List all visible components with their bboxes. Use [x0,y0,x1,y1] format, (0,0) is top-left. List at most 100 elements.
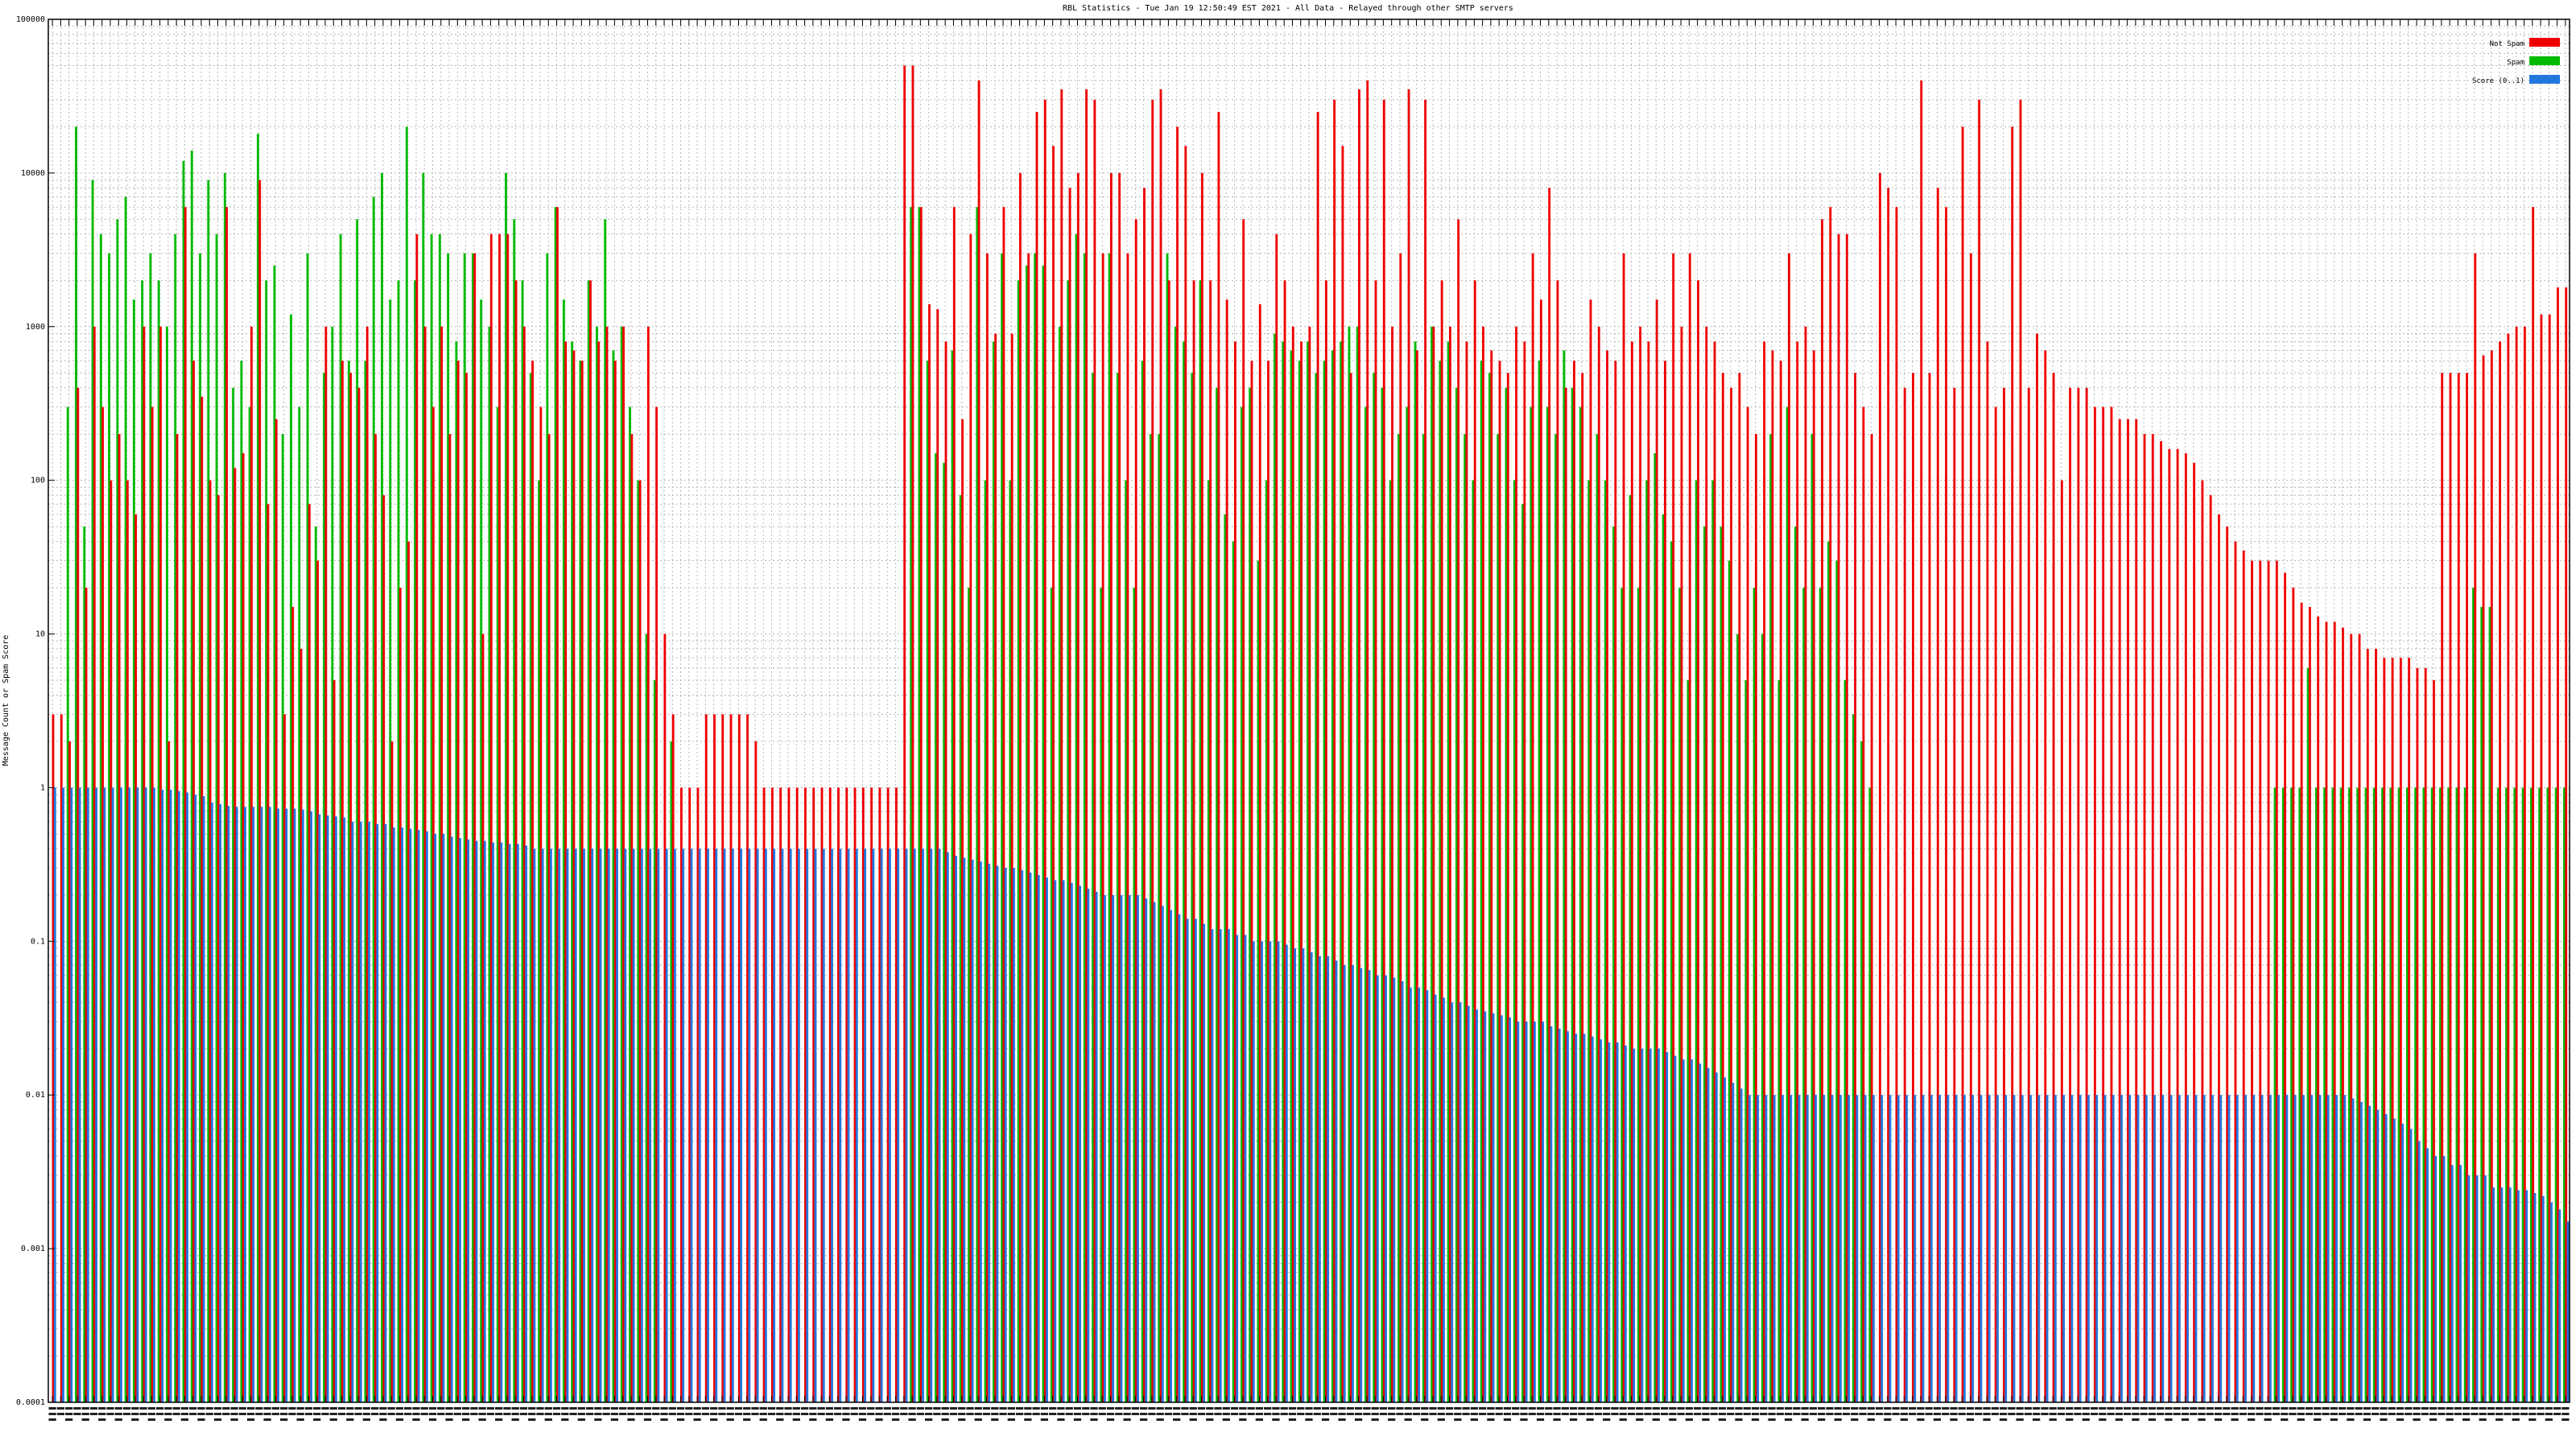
x-tick-label-mark [1743,1413,1751,1415]
x-tick-label-mark [1983,1418,1991,1421]
not-spam-bar [2201,480,2204,1402]
score-bar [186,792,188,1402]
x-tick-label-mark [1015,1413,1024,1415]
x-tick-label-mark [131,1418,139,1421]
score-bar [1112,894,1115,1402]
spam-bar [372,196,375,1402]
score-bar [2128,1095,2132,1402]
x-tick-label-mark [1569,1407,1578,1410]
x-tick-label-mark [164,1413,172,1415]
x-tick-label-mark [908,1413,916,1415]
x-tick-label-mark [1197,1413,1206,1415]
x-tick-label-mark [238,1413,246,1415]
x-tick-label-mark [734,1413,743,1415]
x-tick-label-mark [246,1407,255,1410]
not-spam-bar [961,419,964,1402]
score-bar [1699,1063,1702,1402]
not-spam-bar [1126,253,1129,1402]
spam-bar [926,361,929,1403]
x-tick-label-mark [2231,1413,2239,1415]
x-tick-label-mark [205,1413,213,1415]
x-tick-label-mark [858,1418,867,1421]
spam-bar [538,480,540,1402]
not-spam-bar [630,434,634,1402]
not-spam-bar [812,787,815,1402]
x-tick-label-mark [1338,1418,1346,1421]
spam-bar [1100,588,1103,1402]
spam-bar [1150,434,1152,1402]
score-bar [1178,914,1181,1402]
score-bar [2062,1095,2066,1402]
x-tick-label-mark [1520,1413,1528,1415]
x-tick-label-mark [1784,1418,1793,1421]
score-bar [2004,1095,2008,1402]
x-tick-label-mark [1892,1413,1900,1415]
not-spam-bar [498,233,501,1403]
x-tick-label-mark [1032,1413,1040,1415]
x-tick-label-mark [1520,1418,1528,1421]
spam-bar [529,373,532,1402]
x-tick-label-mark [2314,1413,2322,1415]
x-tick-label-mark [1247,1407,1255,1410]
score-bar [1872,1095,1875,1402]
spam-bar [1323,361,1326,1403]
x-tick-label-mark [1230,1407,1239,1410]
score-bar [1211,929,1214,1402]
spam-bar [157,280,160,1403]
x-tick-label-mark [2256,1413,2264,1415]
spam-bar [2472,588,2475,1402]
spam-bar [1843,680,1847,1402]
score-bar [1847,1095,1851,1402]
spam-bar [66,407,69,1403]
x-tick-label-mark [1164,1413,1173,1415]
x-tick-label-mark [114,1407,122,1410]
x-tick-label-mark [1636,1418,1644,1421]
spam-bar [1356,326,1359,1402]
score-bar [2029,1095,2032,1402]
not-spam-bar [1680,326,1683,1402]
x-tick-label-mark [1669,1413,1677,1415]
x-tick-label-mark [974,1413,982,1415]
not-spam-bar [746,714,749,1402]
spam-bar [1703,526,1706,1403]
x-tick-label-mark [2405,1407,2413,1410]
score-bar [897,848,900,1402]
x-tick-label-mark [321,1413,329,1415]
spam-bar [1604,480,1607,1402]
score-bar [1046,877,1048,1402]
spam-bar [166,326,168,1402]
score-bar [2310,1095,2314,1402]
x-tick-label-mark [164,1418,172,1421]
not-spam-bar [2333,621,2336,1402]
score-bar [260,807,263,1402]
x-tick-label-mark [2049,1413,2057,1415]
spam-bar [2281,787,2285,1402]
x-tick-label-mark [2545,1413,2553,1415]
x-tick-label-mark [594,1407,602,1410]
x-tick-label-mark [751,1407,759,1410]
x-tick-label-mark [949,1407,958,1410]
not-spam-bar [1672,253,1675,1402]
x-tick-label-mark [1330,1407,1338,1410]
not-spam-bar [2499,341,2501,1402]
spam-bar [1637,588,1640,1402]
x-tick-label-mark [2355,1407,2363,1410]
spam-bar [968,588,970,1402]
not-spam-bar [1738,373,1741,1402]
score-bar [1013,868,1015,1402]
spam-bar [1439,361,1442,1403]
not-spam-bar [2176,448,2179,1403]
x-tick-label-mark [1983,1407,1991,1410]
spam-bar [1695,480,1698,1402]
x-tick-label-mark [2322,1413,2330,1415]
not-spam-bar [60,714,63,1402]
score-bar [128,787,131,1402]
y-tick-label: 1000 [26,323,45,332]
spam-bar [2480,606,2483,1402]
x-tick-label-mark [1305,1418,1313,1421]
x-tick-label-mark [48,1407,56,1410]
not-spam-bar [2292,588,2295,1402]
spam-bar [116,219,119,1402]
not-spam-bar [2457,373,2460,1402]
